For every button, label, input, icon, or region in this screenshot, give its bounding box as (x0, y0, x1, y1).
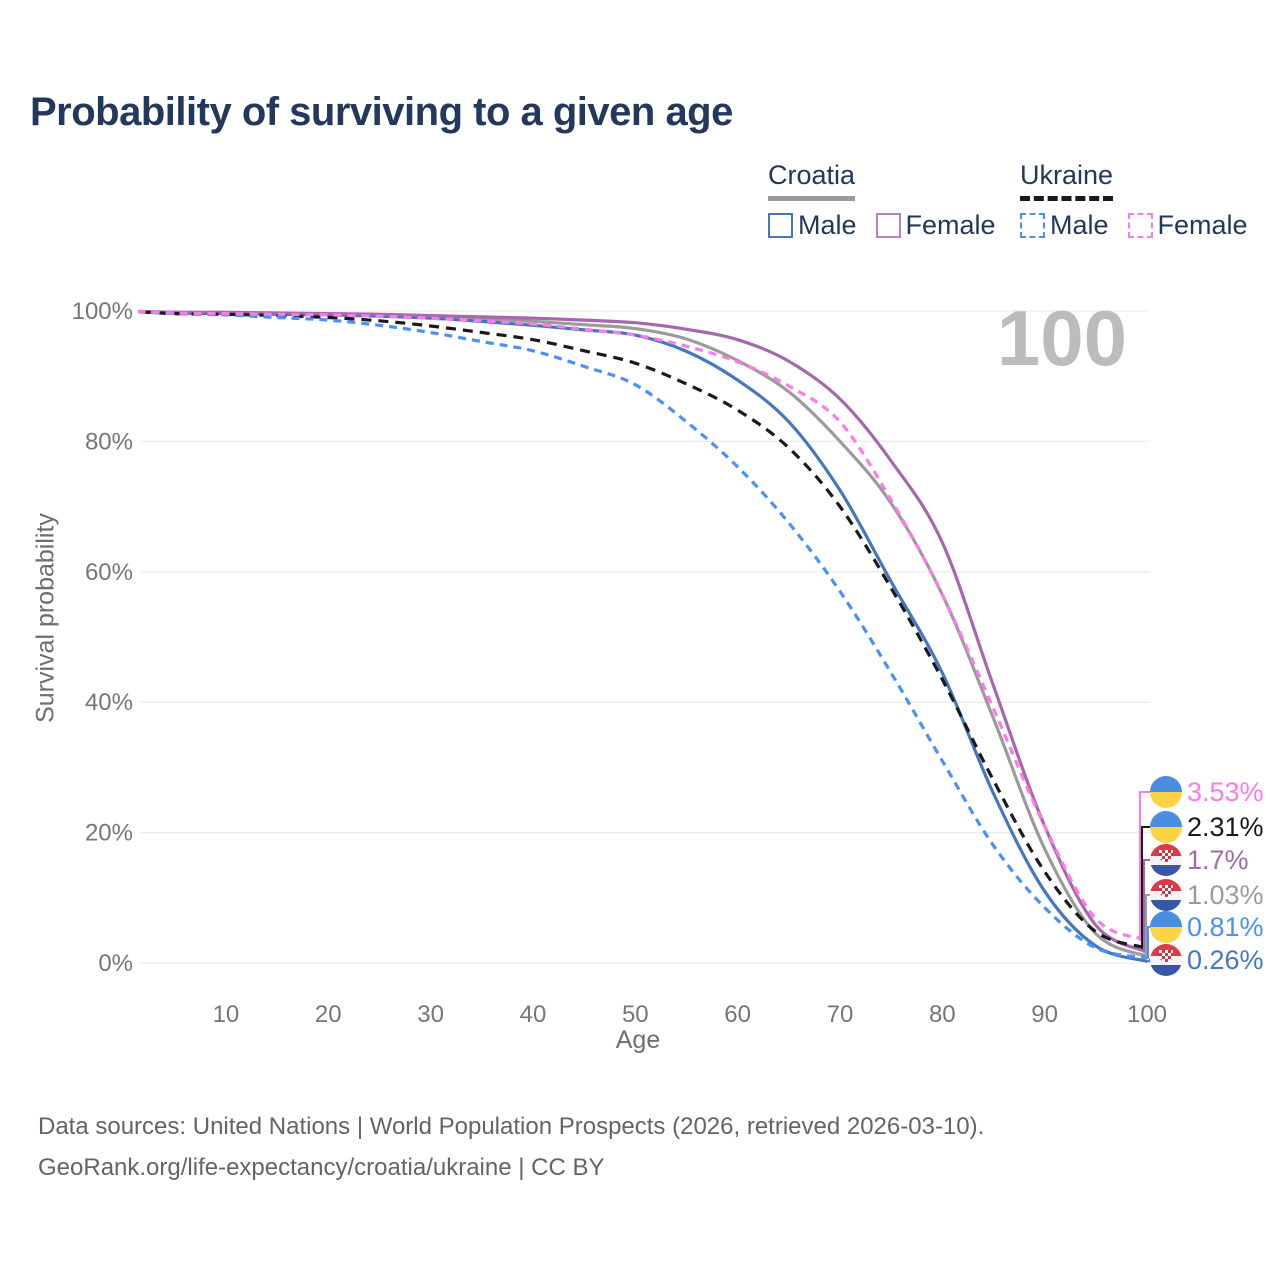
legend-swatch-icon (875, 213, 901, 238)
y-tick-label: 60% (85, 559, 133, 586)
page-title: Probability of surviving to a given age (30, 90, 733, 134)
y-tick-label: 100% (72, 298, 133, 325)
legend: Croatia Male Female Ukraine Male Female (768, 160, 1268, 240)
legend-group-title-croatia: Croatia (768, 160, 856, 201)
legend-item-croatia-male[interactable]: Male (768, 210, 857, 241)
ukraine-flag-icon (1150, 911, 1182, 943)
end-label-value: 0.26% (1187, 944, 1264, 975)
legend-group-title-ukraine: Ukraine (1020, 160, 1114, 201)
end-label-value: 3.53% (1187, 776, 1264, 807)
curve-ukraine-male (138, 310, 1148, 960)
curve-croatia-male (138, 309, 1148, 963)
end-label-connectors (1139, 791, 1151, 963)
end-label-row: 0.26% (1150, 943, 1264, 977)
x-tick-label: 50 (622, 1001, 649, 1028)
x-axis-title: Age (615, 1026, 661, 1054)
legend-swatch-icon (768, 213, 793, 238)
legend-item-label: Male (798, 210, 857, 240)
legend-item-label: Female (1157, 210, 1248, 240)
survival-curves (138, 309, 1148, 963)
end-label-row: 3.53% (1150, 775, 1264, 809)
end-label-row: 1.7% (1150, 843, 1249, 877)
end-label-row: 2.31% (1150, 810, 1264, 844)
x-tick-label: 80 (929, 1001, 956, 1028)
end-label-value: 1.03% (1187, 879, 1264, 910)
end-label-value: 1.7% (1187, 844, 1249, 875)
x-tick-label: 10 (213, 1001, 240, 1028)
ukraine-flag-icon (1150, 776, 1182, 808)
x-tick-label: 90 (1031, 1001, 1058, 1028)
x-tick-label: 100 (1127, 1001, 1167, 1028)
end-label-row: 1.03% (1150, 878, 1264, 912)
end-label-row: 0.81% (1150, 910, 1264, 944)
legend-group-ukraine: Ukraine Male Female (1020, 160, 1267, 241)
x-axis-tick-labels: 10 20 30 40 50 60 70 80 90 100 (213, 1001, 1167, 1028)
x-tick-label: 40 (520, 1001, 547, 1028)
croatia-flag-icon (1150, 844, 1182, 876)
x-tick-label: 60 (724, 1001, 751, 1028)
footer-attribution: GeoRank.org/life-expectancy/croatia/ukra… (38, 1154, 605, 1181)
curve-ukraine-female (138, 309, 1148, 942)
gridlines (140, 310, 1150, 964)
footer-data-sources: Data sources: United Nations | World Pop… (38, 1113, 985, 1140)
footer: Data sources: United Nations | World Pop… (38, 1106, 984, 1188)
legend-group-croatia: Croatia Male Female (768, 160, 1015, 241)
x-tick-label: 20 (315, 1001, 342, 1028)
curve-croatia-total (138, 309, 1148, 958)
y-tick-label: 40% (85, 689, 133, 716)
legend-swatch-icon (1127, 213, 1153, 238)
legend-item-label: Female (905, 210, 996, 240)
ukraine-flag-icon (1150, 811, 1182, 843)
legend-item-label: Male (1050, 210, 1109, 240)
y-tick-label: 20% (85, 820, 133, 847)
croatia-flag-icon (1150, 879, 1182, 911)
croatia-flag-icon (1150, 944, 1182, 976)
x-tick-label: 30 (417, 1001, 444, 1028)
curve-croatia-female (138, 309, 1148, 954)
curve-ukraine-total (138, 310, 1148, 950)
legend-swatch-icon (1020, 213, 1045, 238)
y-axis-title: Survival probability (31, 513, 60, 723)
legend-items: Male Female (1020, 210, 1267, 241)
y-tick-label: 80% (85, 428, 133, 455)
legend-items: Male Female (768, 210, 1015, 241)
age-watermark: 100 (997, 294, 1127, 382)
connector-ukraine-male (1146, 926, 1151, 959)
end-label-value: 0.81% (1187, 911, 1264, 942)
end-labels: 3.53% 2.31% 1.7% 1.03% 0.81% 0.26% (1150, 0, 1280, 1000)
legend-item-ukraine-male[interactable]: Male (1020, 210, 1109, 241)
end-label-value: 2.31% (1187, 811, 1264, 842)
y-tick-label: 0% (98, 950, 133, 977)
y-axis-tick-labels: 0% 20% 40% 60% 80% 100% (72, 298, 133, 977)
legend-item-ukraine-female[interactable]: Female (1127, 210, 1248, 241)
legend-item-croatia-female[interactable]: Female (875, 210, 996, 241)
connector-croatia-total (1145, 894, 1151, 958)
x-tick-label: 70 (827, 1001, 854, 1028)
